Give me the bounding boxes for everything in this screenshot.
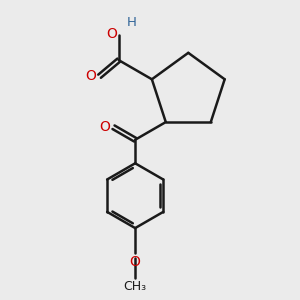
Text: O: O bbox=[130, 255, 141, 268]
Text: CH₃: CH₃ bbox=[124, 280, 147, 292]
Text: O: O bbox=[100, 120, 111, 134]
Text: O: O bbox=[85, 69, 96, 82]
Text: H: H bbox=[127, 16, 137, 28]
Text: O: O bbox=[106, 27, 117, 40]
